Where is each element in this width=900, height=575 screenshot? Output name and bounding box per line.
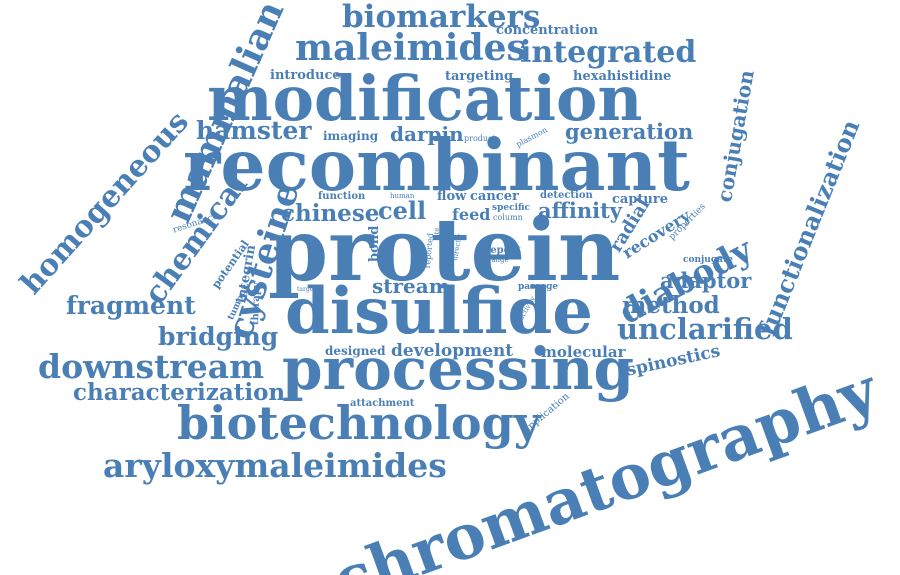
word-flow: flow xyxy=(437,189,467,204)
word-recombinant: recombinant xyxy=(183,123,690,207)
word-maleimides: maleimides xyxy=(295,27,527,69)
word-modification: modification xyxy=(207,62,643,135)
word-functionalization: functionalization xyxy=(752,115,866,340)
word-site: site xyxy=(432,227,442,241)
word-spinostics: spinostics xyxy=(624,341,723,381)
word-cancer: cancer xyxy=(470,189,519,204)
word-method: method xyxy=(622,292,720,319)
word-integrated: integrated xyxy=(520,35,697,70)
word-target: target xyxy=(297,286,316,293)
word-biomarkers: biomarkers xyxy=(342,0,541,35)
word-downstream: downstream xyxy=(38,347,264,386)
word-development: development xyxy=(391,341,514,361)
word-therapy: therapy xyxy=(250,282,263,326)
word-introduce: introduce xyxy=(270,68,341,83)
word-disulfide: disulfide xyxy=(285,274,593,349)
word-concentration: concentration xyxy=(496,23,599,38)
word-affinity: affinity xyxy=(538,198,622,223)
word-adaptor: adaptor xyxy=(660,268,752,293)
word-stream: stream xyxy=(372,274,450,298)
word-function: function xyxy=(318,191,366,202)
word-repeat: repeat xyxy=(485,245,522,256)
word-protein: protein xyxy=(268,200,621,301)
word-capture: capture xyxy=(612,192,669,207)
word-characterization: characterization xyxy=(73,379,286,406)
word-feed: feed xyxy=(452,205,491,224)
word-attachment: attachment xyxy=(350,398,415,409)
word-targeting: targeting xyxy=(445,69,514,84)
word-hexahistidine: hexahistidine xyxy=(573,69,672,84)
word-unclarified: unclarified xyxy=(617,312,793,346)
word-column: column xyxy=(493,213,523,222)
word-human: human xyxy=(390,192,415,200)
word-range: range xyxy=(488,256,509,264)
word-passage: passage xyxy=(518,282,559,292)
word-detection: detection xyxy=(540,190,593,201)
word-aryloxymaleimides: aryloxymaleimides xyxy=(103,446,447,485)
word-conjugate: conjugate xyxy=(683,255,733,265)
word-specific: specific xyxy=(492,203,531,213)
word-designed: designed xyxy=(325,344,386,358)
word-molecular: molecular xyxy=(541,343,626,361)
word-darpin: darpin xyxy=(390,122,464,146)
word-hamster: hamster xyxy=(196,116,312,145)
word-processing: processing xyxy=(282,335,635,403)
word-conjugation: conjugation xyxy=(712,68,759,204)
word-generation: generation xyxy=(565,119,694,144)
word-product: product xyxy=(464,134,496,143)
word-fragment: fragment xyxy=(66,291,196,320)
word-biotechnology: biotechnology xyxy=(177,396,541,450)
word-chinese: chinese xyxy=(281,200,380,227)
word-imaging: imaging xyxy=(323,129,379,143)
word-bond: bond xyxy=(367,225,382,262)
word-bridging: bridging xyxy=(158,322,279,351)
word-cell: cell xyxy=(378,196,427,225)
